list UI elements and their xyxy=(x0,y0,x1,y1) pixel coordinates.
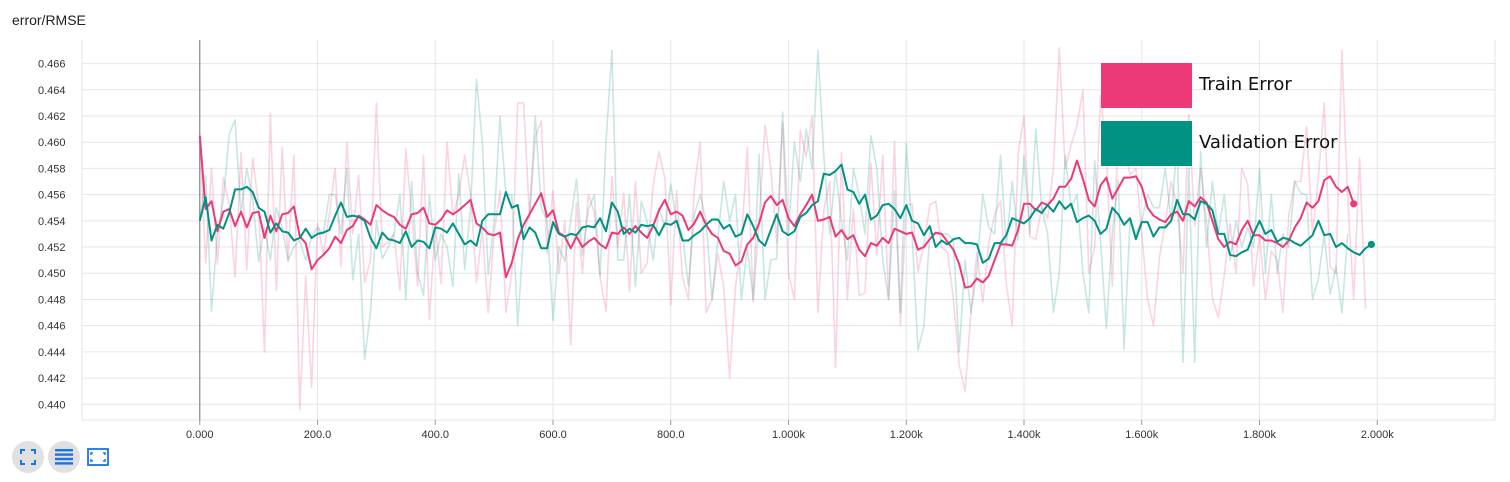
y-tick-label: 0.454 xyxy=(38,216,66,228)
log-scale-button[interactable] xyxy=(48,441,80,473)
validation-error-legend-label: Validation Error xyxy=(1199,132,1338,153)
x-tick-label: 200.0 xyxy=(304,429,332,440)
chart-title: error/RMSE xyxy=(12,12,86,28)
x-tick-label: 1.400k xyxy=(1007,429,1041,440)
x-tick-label: 1.000k xyxy=(772,429,806,440)
y-tick-label: 0.442 xyxy=(38,373,66,385)
train-error-legend-swatch xyxy=(1101,63,1192,108)
chart-toolbar xyxy=(12,441,112,473)
y-tick-label: 0.456 xyxy=(38,190,66,202)
train-error-legend-label: Train Error xyxy=(1198,74,1292,95)
x-tick-label: 400.0 xyxy=(421,429,449,440)
y-tick-label: 0.464 xyxy=(38,85,66,97)
x-tick-label: 1.600k xyxy=(1125,429,1159,440)
x-tick-label: 2.000k xyxy=(1361,429,1395,440)
y-tick-label: 0.452 xyxy=(38,242,66,254)
fit-domain-icon xyxy=(87,448,109,466)
log-scale-icon xyxy=(55,449,73,465)
x-tick-label: 1.200k xyxy=(890,429,924,440)
y-tick-label: 0.462 xyxy=(38,111,66,123)
axes: 0.440 0.442 0.444 0.446 0.448 0.450 0.452 0.454… xyxy=(38,40,1495,440)
y-tick-label: 0.460 xyxy=(38,137,66,149)
y-tick-label: 0.450 xyxy=(38,268,66,280)
expand-button[interactable] xyxy=(12,441,44,473)
rmse-line-chart: 0.440 0.442 0.444 0.446 0.448 0.450 0.452 0.454… xyxy=(38,40,1496,440)
validation-error-legend-swatch xyxy=(1101,121,1192,166)
train-error-end-point xyxy=(1350,200,1358,208)
y-tick-label: 0.448 xyxy=(38,294,66,306)
validation-error-end-point xyxy=(1367,240,1375,249)
y-tick-label: 0.446 xyxy=(38,321,66,333)
y-tick-label: 0.466 xyxy=(38,59,66,71)
x-tick-label: 600.0 xyxy=(539,429,567,440)
grid-lines xyxy=(81,40,1496,420)
chart-legend: Train Error Validation Error xyxy=(1101,63,1338,166)
validation-error-smoothed-line xyxy=(198,163,1372,264)
fullscreen-icon xyxy=(20,449,36,465)
train-error-smoothed-line xyxy=(198,135,1355,289)
x-tick-label: 1.800k xyxy=(1243,429,1277,440)
smoothed-series-layer xyxy=(198,135,1375,289)
y-tick-label: 0.444 xyxy=(38,347,66,359)
train-error-raw-line xyxy=(199,47,1367,411)
x-tick-label: 0.000 xyxy=(186,429,214,440)
y-tick-label: 0.458 xyxy=(38,163,66,175)
x-tick-label: 800.0 xyxy=(657,429,685,440)
y-tick-label: 0.440 xyxy=(38,399,66,411)
fit-domain-button[interactable] xyxy=(84,441,112,473)
